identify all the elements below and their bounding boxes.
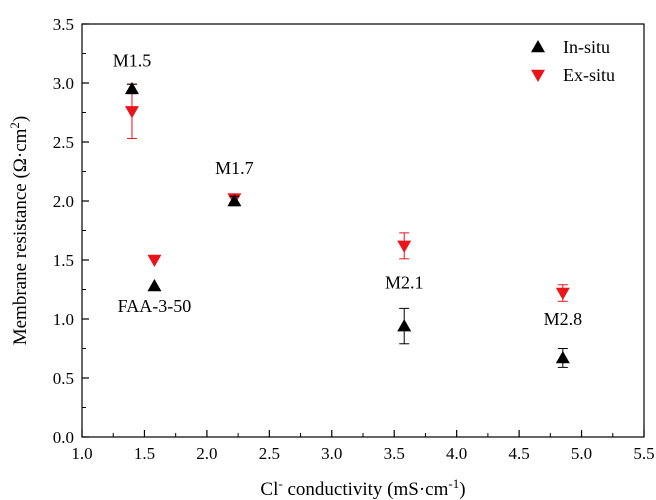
x-tick-label: 1.5 xyxy=(134,444,155,463)
x-tick-label: 5.5 xyxy=(633,444,654,463)
x-tick-label: 5.0 xyxy=(571,444,592,463)
x-tick-label: 4.5 xyxy=(508,444,529,463)
plot-border xyxy=(81,23,645,438)
x-axis-label: Cl- conductivity (mS·cm-1) xyxy=(260,476,465,500)
point-annotation: M1.7 xyxy=(215,158,254,178)
in-situ-point xyxy=(397,319,412,332)
plot-area xyxy=(81,23,645,438)
point-annotation: FAA-3-50 xyxy=(118,296,192,316)
x-tick-label: 1.0 xyxy=(71,444,92,463)
x-tick-label: 3.0 xyxy=(321,444,342,463)
legend-marker xyxy=(531,69,545,82)
y-tick-label: 2.0 xyxy=(53,192,74,211)
annotations: M1.5 M1.7 FAA-3-50 M2.1 M2.8 xyxy=(113,50,582,328)
ex-situ-point xyxy=(124,106,139,119)
y-tick-label: 1.5 xyxy=(53,251,74,270)
ex-situ-point xyxy=(397,240,412,253)
y-tick-label: 0.5 xyxy=(53,369,74,388)
x-tick-label: 2.0 xyxy=(196,444,217,463)
x-tick-label: 4.0 xyxy=(446,444,467,463)
in-situ-point xyxy=(227,194,242,207)
legend-label: Ex-situ xyxy=(563,65,615,85)
x-tick-label: 3.5 xyxy=(384,444,405,463)
y-tick-label: 2.5 xyxy=(53,133,74,152)
legend: In-situ Ex-situ xyxy=(531,37,615,85)
legend-marker xyxy=(531,40,545,53)
x-tick-label: 2.5 xyxy=(259,444,280,463)
point-annotation: M2.1 xyxy=(385,272,424,292)
point-annotation: M1.5 xyxy=(113,50,152,70)
in-situ-point xyxy=(555,350,570,364)
y-tick-label: 0.0 xyxy=(53,428,74,447)
y-tick-label: 3.5 xyxy=(53,15,74,34)
y-tick-label: 1.0 xyxy=(53,310,74,329)
in-situ-point xyxy=(124,81,139,95)
y-axis: 0.0 0.5 1.0 1.5 2.0 2.5 3.0 3.5 xyxy=(53,15,89,447)
point-annotation: M2.8 xyxy=(544,309,583,329)
ex-situ-point xyxy=(555,287,570,301)
legend-label: In-situ xyxy=(563,37,610,57)
ex-situ-point xyxy=(147,254,162,267)
y-axis-label: Membrane resistance (Ω·cm2) xyxy=(7,116,32,346)
y-tick-label: 3.0 xyxy=(53,74,74,93)
x-axis: 1.0 1.5 2.0 2.5 3.0 3.5 4.0 4.5 5.0 5.5 xyxy=(71,430,655,463)
data-marks xyxy=(124,81,570,368)
in-situ-point xyxy=(147,278,162,292)
